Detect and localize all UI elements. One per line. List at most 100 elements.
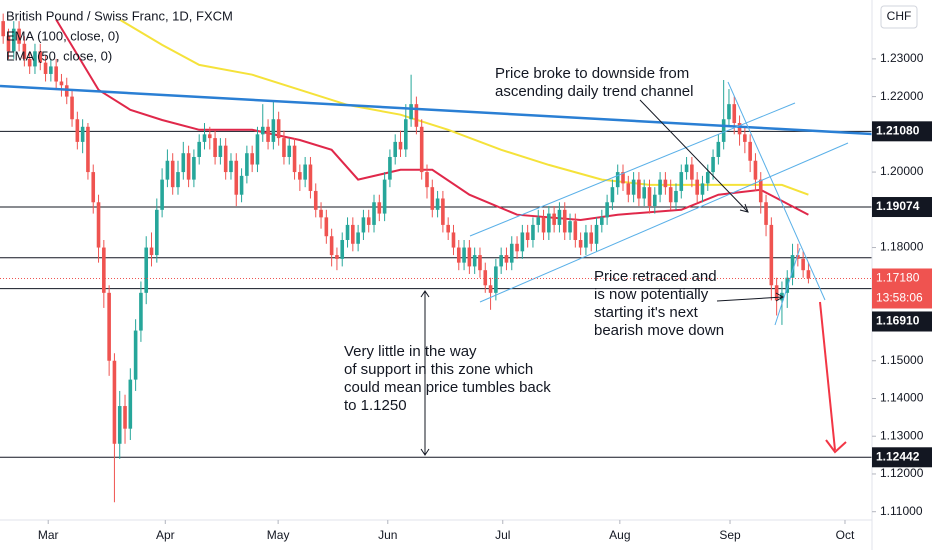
candle-body: [260, 126, 265, 135]
candle-body: [472, 255, 477, 267]
countdown: 13:58:06: [876, 291, 923, 305]
x-tick-label: Apr: [156, 528, 175, 542]
candle-body: [86, 126, 90, 173]
candle-body: [282, 138, 286, 157]
last-price-label: 1.17180: [876, 271, 920, 285]
annotation: Price retraced and: [594, 268, 717, 285]
candle-body: [382, 179, 387, 214]
candle-body: [266, 126, 270, 142]
candle-body: [711, 156, 715, 173]
candle-body: [351, 224, 355, 244]
candle-body: [695, 179, 699, 195]
candle-body: [112, 360, 117, 444]
level-label-box: [872, 197, 932, 218]
candle-body: [128, 379, 133, 429]
candle-body: [377, 202, 382, 214]
currency[interactable]: CHF: [887, 9, 912, 23]
candle-body: [451, 232, 456, 248]
candle-body: [716, 141, 721, 157]
candle-body: [504, 255, 509, 263]
candle-body: [806, 270, 811, 279]
candle-body: [170, 160, 175, 188]
y-tick-label: 1.12000: [880, 466, 924, 480]
candle-body: [509, 243, 514, 263]
annotation: starting it's next: [594, 304, 699, 321]
candle-body: [176, 172, 180, 188]
y-tick-label: 1.20000: [880, 164, 924, 178]
candle-body: [155, 209, 159, 256]
candle-body: [324, 217, 329, 237]
candle-body: [743, 134, 747, 142]
x-tick-label: Mar: [38, 528, 59, 542]
x-tick-label: Oct: [836, 528, 855, 542]
candle-body: [181, 153, 186, 173]
candle-body: [213, 138, 217, 157]
ema-line: [119, 18, 809, 196]
candle-body: [345, 224, 350, 240]
candle-body: [388, 156, 392, 180]
candle-body: [705, 172, 710, 184]
candle-body: [1, 21, 5, 37]
candle-body: [462, 247, 466, 263]
y-tick-label: 1.23000: [880, 51, 924, 65]
candle-body: [578, 240, 583, 248]
candle-body: [271, 119, 276, 142]
annotation: bearish move down: [594, 322, 724, 339]
candle-body: [642, 187, 646, 199]
candle-body: [446, 224, 450, 233]
candle-body: [276, 119, 281, 139]
candle-body: [652, 194, 657, 207]
level-label: 1.16910: [876, 314, 920, 328]
channel-upper: [469, 102, 796, 237]
candle-body: [796, 255, 800, 259]
candle-body: [229, 160, 233, 173]
candle-body: [123, 406, 127, 429]
candle-body: [584, 232, 588, 248]
candle-body: [96, 202, 101, 248]
level-label: 1.12442: [876, 449, 920, 463]
candle-body: [621, 172, 625, 184]
candle-body: [525, 232, 530, 240]
candle-body: [54, 66, 58, 82]
candle-body: [435, 198, 440, 210]
annotation: ascending daily trend channel: [495, 83, 693, 100]
candle-body: [562, 209, 567, 233]
x-tick-label: May: [267, 528, 290, 542]
candle-body: [223, 145, 228, 173]
candle-body: [700, 183, 705, 195]
candle-body: [43, 62, 48, 74]
candle-body: [663, 179, 668, 188]
candle-body: [102, 247, 106, 293]
candle-body: [631, 179, 636, 195]
candle-body: [292, 145, 297, 173]
arrow-head: [420, 290, 430, 298]
candle-body: [49, 66, 53, 74]
candle-body: [605, 202, 609, 218]
annotation: could mean price tumbles back: [344, 379, 551, 396]
candle-body: [298, 172, 302, 180]
x-tick-label: Jun: [378, 528, 397, 542]
candle-body: [615, 172, 620, 188]
candle-body: [769, 224, 774, 286]
candle-body: [218, 145, 223, 157]
candle-body: [149, 247, 154, 256]
currency-box[interactable]: [880, 5, 918, 29]
candle-body: [319, 209, 323, 218]
candle-body: [483, 270, 488, 286]
ema-line: [55, 19, 809, 222]
candle-body: [38, 51, 43, 63]
candle-body: [70, 96, 74, 120]
channel-lower: [479, 142, 849, 303]
annotation: to 1.1250: [344, 397, 407, 414]
candle-body: [478, 255, 482, 271]
candle-body: [165, 160, 170, 180]
candle-body: [600, 217, 604, 225]
annotation: of support in this zone which: [344, 361, 533, 378]
candle-body: [59, 81, 64, 86]
plot-area: [0, 13, 872, 503]
projection-arrow: [819, 301, 836, 451]
candle-body: [456, 247, 461, 263]
candle-body: [192, 156, 196, 180]
candle-body: [91, 172, 96, 203]
